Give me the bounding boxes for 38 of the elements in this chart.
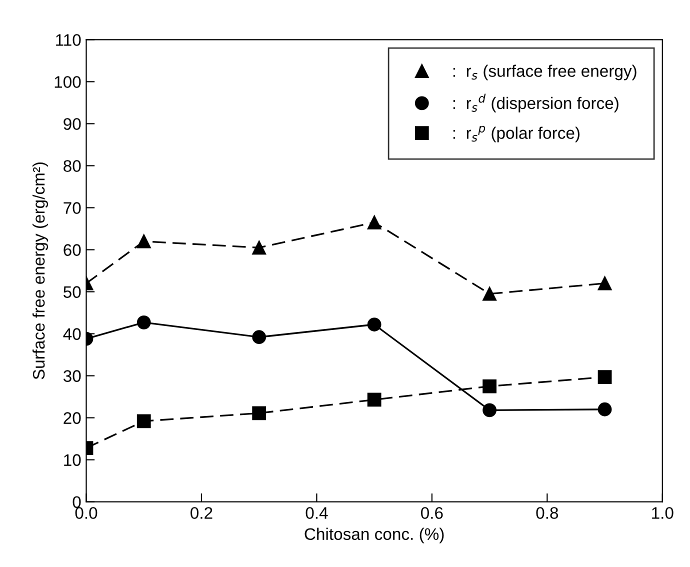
- point: [598, 276, 612, 290]
- y-tick-label: 110: [56, 34, 81, 46]
- x-tick-label: 0.4: [306, 507, 328, 519]
- point: [252, 240, 266, 255]
- point: [482, 379, 496, 394]
- point: [598, 402, 612, 416]
- point: [367, 215, 382, 230]
- point: [482, 403, 496, 418]
- point: [252, 406, 266, 420]
- y-tick-label: 10: [64, 454, 81, 466]
- y-tick-label: 30: [63, 370, 81, 382]
- point: [482, 286, 496, 301]
- legend-label: : r$_{s}$$^{p}$ (polar force): [453, 126, 580, 142]
- point: [136, 414, 151, 428]
- y-tick-label: 60: [64, 244, 81, 256]
- point: [252, 330, 266, 344]
- y-tick-label: 0: [72, 496, 81, 508]
- x-tick-label: 0.0: [75, 507, 98, 519]
- legend-label: : r$_{s}$$^{d}$ (dispersion force): [453, 94, 618, 112]
- point: [598, 370, 612, 384]
- y-axis-title: Surface free energy (erg/cm²): [32, 162, 48, 380]
- y-tick-label: 100: [54, 76, 81, 88]
- x-tick-label: 0.8: [536, 507, 558, 519]
- x-tick-label: 1.0: [652, 507, 674, 519]
- x-tick-label: 0.6: [421, 507, 443, 519]
- point: [367, 318, 382, 332]
- y-tick-label: 90: [64, 118, 81, 130]
- y-tick-label: 70: [64, 202, 81, 214]
- point: [136, 234, 151, 248]
- legend-label: : r$_{s}$ (surface free energy): [453, 64, 636, 80]
- point: [136, 315, 151, 330]
- point: [367, 392, 382, 407]
- y-tick-label: 20: [64, 412, 81, 424]
- x-tick-label: 0.2: [190, 507, 212, 519]
- y-tick-label: 80: [64, 160, 81, 172]
- y-tick-label: 40: [63, 328, 81, 340]
- y-tick-label: 50: [64, 286, 81, 298]
- x-axis-title: Chitosan conc. (%): [304, 528, 444, 544]
